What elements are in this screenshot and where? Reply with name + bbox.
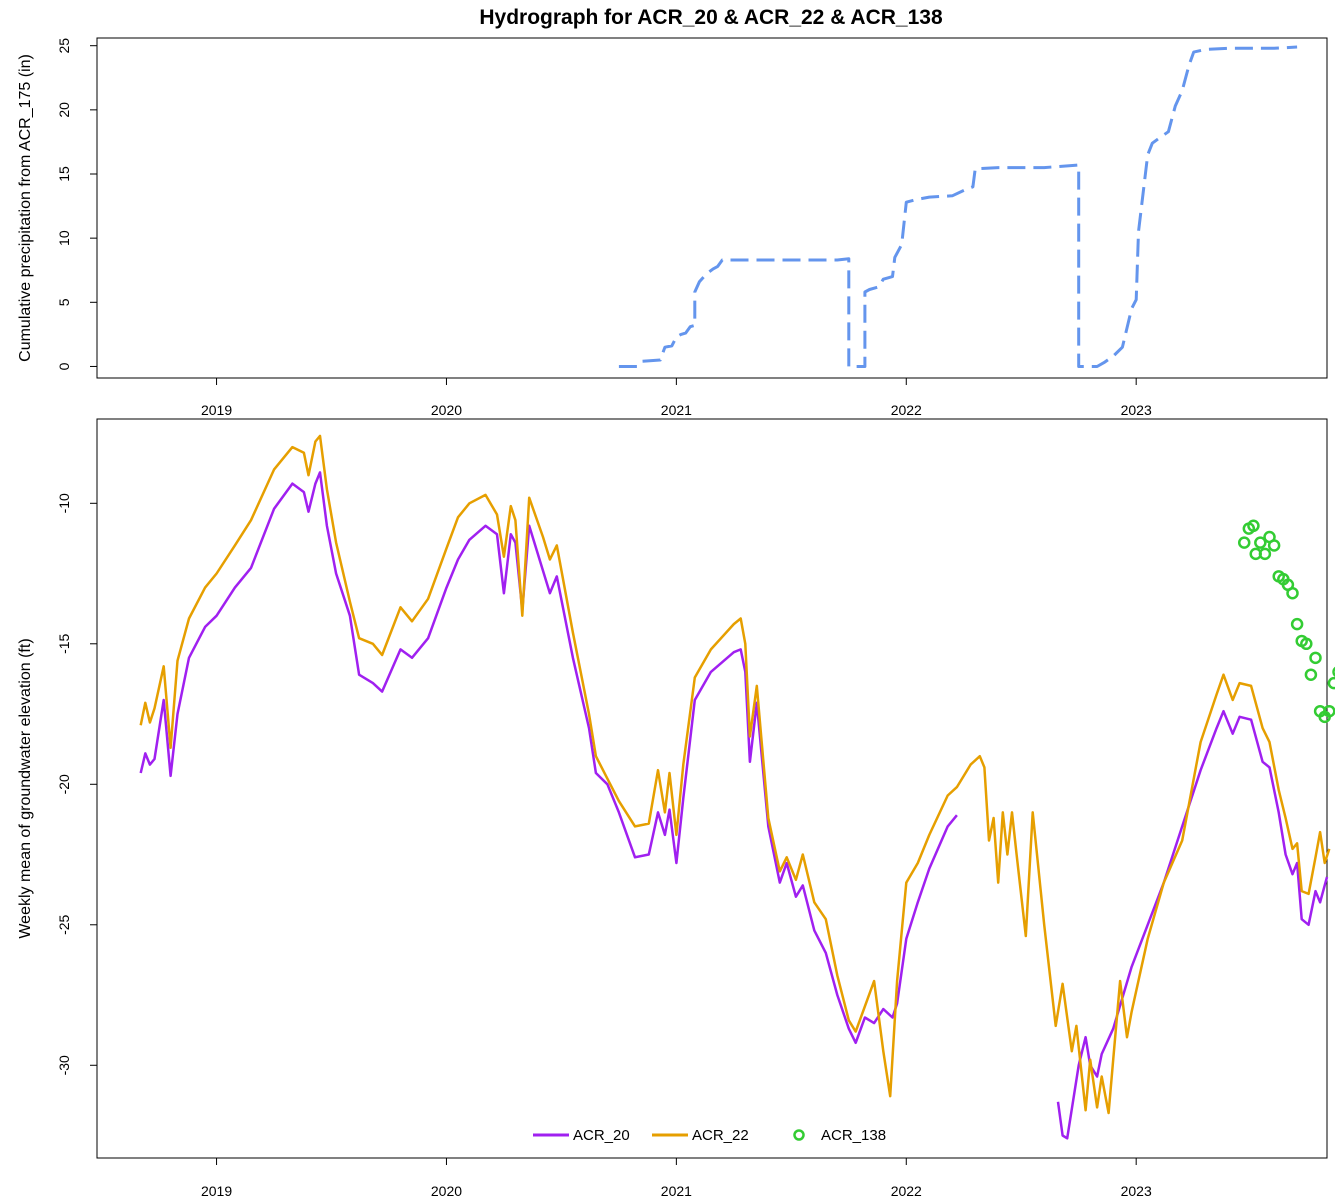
point-acr-138	[1267, 539, 1281, 552]
plot-frame	[96, 37, 1328, 379]
plot-frame	[96, 418, 1328, 1159]
x-tick-label: 2020	[431, 402, 462, 418]
point-acr-138	[1323, 704, 1335, 718]
y-tick-label: -20	[56, 774, 72, 794]
x-tick-label: 2023	[1121, 402, 1152, 418]
y-tick-label: 25	[56, 38, 72, 54]
y-tick-label: -15	[56, 633, 72, 653]
y-tick-label: 10	[56, 230, 72, 246]
y-tick-label: 5	[56, 298, 72, 306]
point-acr-138	[1304, 668, 1318, 681]
x-tick-label: 2022	[891, 402, 922, 418]
point-acr-138	[1309, 651, 1322, 665]
series-line-acr-20	[1056, 709, 1329, 1140]
chart-title: Hydrograph for ACR_20 & ACR_22 & ACR_138	[479, 6, 943, 29]
point-acr-138	[1286, 586, 1299, 600]
y-tick-label: 20	[56, 102, 72, 118]
y-tick-label: 15	[56, 166, 72, 182]
legend-label-acr-20: ACR_20	[573, 1127, 630, 1144]
series-line-acr-22	[139, 434, 1331, 1115]
y-tick-label: -10	[56, 493, 72, 513]
point-acr-138	[1258, 547, 1272, 561]
y-tick-label: -25	[56, 914, 72, 934]
point-acr-138	[1300, 637, 1313, 651]
precipitation-panel: 2019 2020 2021 2022 2023 0 5 10 15 20 25 Cumulative…	[17, 37, 1328, 418]
point-acr-138	[1254, 536, 1267, 549]
point-acr-138	[1247, 519, 1260, 533]
legend: ACR_20 ACR_22 ACR_138	[533, 1127, 886, 1144]
series-acr-138	[1237, 519, 1335, 724]
x-tick-label: 2019	[201, 1183, 232, 1199]
x-tick-label: 2022	[891, 1183, 922, 1199]
x-tick-label: 2020	[431, 1183, 462, 1199]
x-tick-label: 2021	[661, 402, 692, 418]
point-acr-138	[1332, 666, 1335, 678]
y-axis-label: Weekly mean of groundwater elevation (ft…	[17, 638, 34, 938]
series-line-acr-20	[139, 471, 958, 1045]
point-acr-138	[1327, 676, 1335, 690]
legend-marker-acr-138	[793, 1129, 805, 1141]
point-acr-138	[1290, 617, 1304, 631]
legend-label-acr-138: ACR_138	[821, 1127, 886, 1144]
x-tick-label: 2023	[1121, 1183, 1152, 1199]
legend-label-acr-22: ACR_22	[692, 1127, 749, 1144]
x-tick-label: 2019	[201, 402, 232, 418]
series-line-precipitation	[618, 45, 1298, 368]
y-tick-label: -30	[56, 1055, 72, 1075]
y-tick-label: 0	[56, 362, 72, 370]
groundwater-panel: 2019 2020 2021 2022 2023 -30 -25 -20 -15 -10 Weekl…	[17, 418, 1335, 1199]
point-acr-138	[1237, 536, 1251, 549]
x-tick-label: 2021	[661, 1183, 692, 1199]
y-axis-label: Cumulative precipitation from ACR_175 (i…	[17, 54, 34, 362]
